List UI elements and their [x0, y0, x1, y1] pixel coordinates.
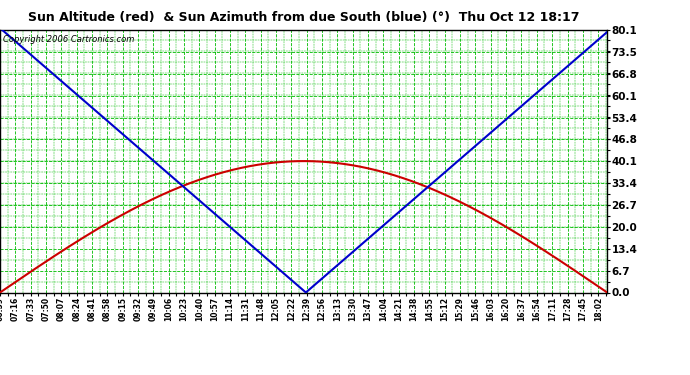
Text: Sun Altitude (red)  & Sun Azimuth from due South (blue) (°)  Thu Oct 12 18:17: Sun Altitude (red) & Sun Azimuth from du…: [28, 11, 580, 24]
Text: Copyright 2006 Cartronics.com: Copyright 2006 Cartronics.com: [3, 35, 135, 44]
